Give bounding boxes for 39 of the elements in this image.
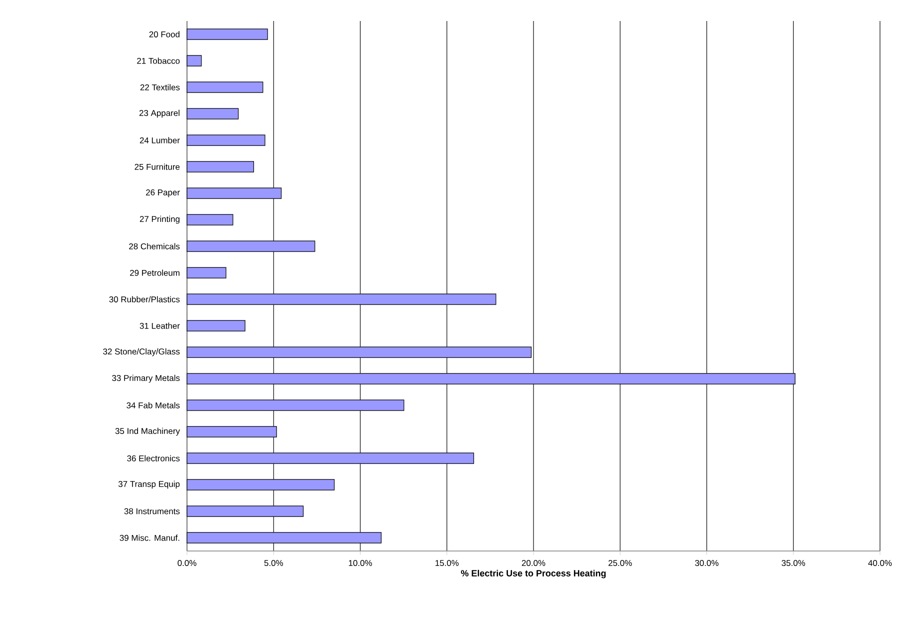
x-tick-label: 40.0% (868, 560, 892, 566)
x-tick-label: 35.0% (782, 560, 806, 566)
y-tick-label: 34 Fab Metals (126, 402, 180, 408)
y-tick-label: 33 Primary Metals (112, 374, 180, 383)
x-tick-label: 10.0% (348, 560, 372, 566)
y-tick-label: 28 Chemicals (129, 243, 180, 250)
y-tick-label: 37 Transp Equip (118, 480, 180, 489)
y-tick-label: 27 Printing (140, 216, 180, 224)
bar (186, 267, 226, 278)
y-tick-label: 36 Electronics (127, 455, 180, 462)
y-tick-label: 23 Apparel (139, 110, 180, 118)
x-tick-label: 5.0% (264, 560, 283, 566)
y-tick-label: 39 Misc. Manuf. (120, 534, 180, 541)
bar (186, 134, 266, 146)
y-tick-label: 32 Stone/Clay/Glass (103, 348, 180, 356)
y-tick-label: 30 Rubber/Plastics (109, 296, 180, 302)
y-tick-label: 24 Lumber (140, 137, 180, 144)
x-tick-label: 20.0% (522, 560, 546, 566)
bar (186, 108, 239, 120)
y-tick-label: 35 Ind Machinery (115, 428, 180, 436)
y-tick-label: 21 Tobacco (137, 58, 180, 64)
bar (186, 320, 246, 332)
y-tick-label: 26 Paper (146, 189, 180, 198)
bar (186, 28, 268, 40)
y-tick-label: 22 Textiles (140, 84, 180, 90)
y-tick-label: 29 Petroleum (130, 270, 180, 276)
y-tick-label: 38 Instruments (124, 508, 180, 514)
bar (186, 214, 234, 226)
x-tick-label: 0.0% (178, 560, 196, 566)
y-tick-label: 31 Leather (140, 322, 180, 329)
bar (186, 161, 254, 172)
bar (186, 55, 202, 66)
y-tick-label: 20 Food (149, 31, 180, 38)
x-tick-label: 15.0% (436, 560, 459, 566)
x-tick-label: 30.0% (695, 560, 718, 566)
y-tick-label: 25 Furniture (134, 164, 180, 170)
x-tick-label: 25.0% (608, 560, 632, 566)
bar (186, 82, 264, 93)
x-axis-title: % Electric Use to Process Heating (460, 570, 606, 578)
